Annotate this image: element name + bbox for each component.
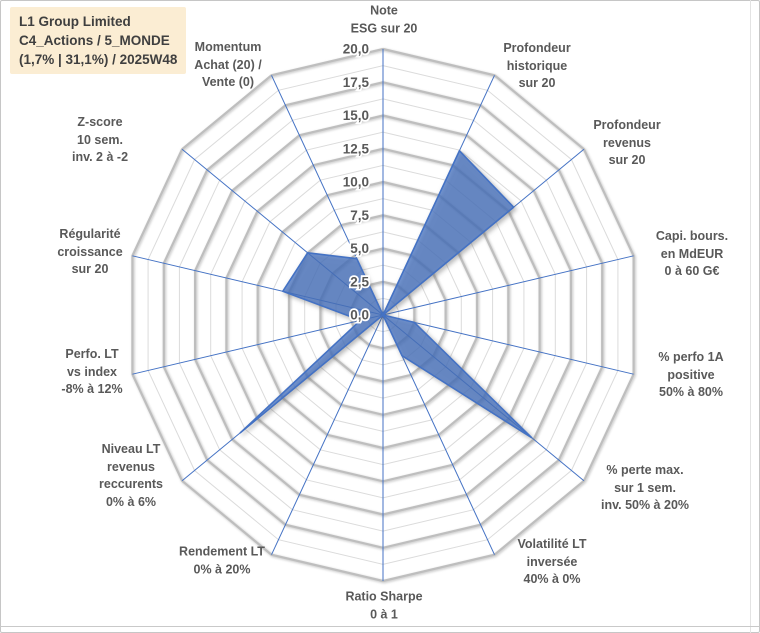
category-label: Capi. bours. en MdEUR 0 à 60 G€ bbox=[656, 228, 728, 281]
category-label-line: 40% à 0% bbox=[523, 571, 581, 586]
category-label: Rendement LT 0% à 20% bbox=[179, 544, 265, 579]
category-label: Momentum Achat (20) / Vente (0) bbox=[194, 39, 261, 92]
category-label: Note ESG sur 20 bbox=[351, 3, 418, 38]
info-line-2: C4_Actions / 5_MONDE bbox=[19, 33, 170, 48]
category-label: Niveau LT revenus reccurents 0% à 6% bbox=[99, 441, 163, 511]
category-label-line: % perfo 1A bbox=[658, 349, 724, 364]
category-label-line: positive bbox=[667, 367, 715, 382]
category-label: Régularité croissance sur 20 bbox=[57, 226, 122, 279]
data-series bbox=[239, 150, 533, 439]
category-label-line: Vente (0) bbox=[201, 74, 255, 89]
category-label-line: Régularité bbox=[59, 226, 121, 241]
radial-tick: 17,5 bbox=[343, 75, 370, 90]
category-label-line: inversée bbox=[526, 554, 578, 569]
category-label-line: Note bbox=[370, 3, 398, 18]
radial-tick: 20,0 bbox=[343, 42, 369, 57]
category-label-line: 0 à 60 G€ bbox=[664, 263, 720, 278]
radial-tick: 12,5 bbox=[343, 141, 370, 156]
category-label-line: -8% à 12% bbox=[61, 381, 123, 396]
radial-tick: 7,5 bbox=[350, 208, 369, 223]
category-label: Ratio Sharpe 0 à 1 bbox=[345, 589, 422, 624]
category-label-line: sur 20 bbox=[71, 261, 109, 276]
radial-tick: 0,0 bbox=[350, 308, 369, 323]
spreadsheet-gridline-horizontal bbox=[0, 626, 760, 627]
category-label-line: Niveau LT bbox=[101, 442, 161, 456]
category-label-line: 10 sem. bbox=[77, 132, 123, 147]
category-label-line: revenus bbox=[107, 459, 155, 474]
category-label: Profondeur revenus sur 20 bbox=[593, 117, 660, 170]
category-label: Profondeur historique sur 20 bbox=[503, 40, 570, 93]
category-label-line: Momentum bbox=[194, 39, 262, 54]
category-label-line: sur 20 bbox=[608, 152, 646, 167]
category-label-line: historique bbox=[506, 58, 568, 73]
category-label-line: Ratio Sharpe bbox=[345, 589, 423, 604]
category-label-line: reccurents bbox=[99, 477, 163, 491]
category-label: Perfo. LT vs index -8% à 12% bbox=[61, 346, 122, 399]
info-line-3: (1,7% | 31,1%) / 2025W48 bbox=[19, 52, 178, 67]
category-label-line: 0 à 1 bbox=[370, 607, 398, 621]
radial-tick: 2,5 bbox=[350, 274, 369, 289]
radial-tick: 10,0 bbox=[343, 175, 369, 190]
info-line-1: L1 Group Limited bbox=[19, 14, 131, 29]
radial-tick: 5,0 bbox=[350, 241, 369, 256]
category-label-line: Rendement LT bbox=[179, 544, 265, 559]
category-label-line: sur 1 sem. bbox=[614, 480, 676, 495]
category-label-line: Volatilité LT bbox=[517, 536, 587, 551]
category-label-line: Capi. bours. bbox=[655, 228, 729, 243]
category-label-line: Profondeur bbox=[503, 40, 571, 55]
spreadsheet-gridline-vertical bbox=[750, 0, 751, 633]
category-label-line: 0% à 20% bbox=[193, 562, 251, 576]
category-label-line: 0% à 6% bbox=[105, 494, 157, 509]
tick-labels: 20,0 17,5 15,0 12,5 10,0 7,5 5,0 2,5 0,0 bbox=[341, 40, 371, 325]
radial-tick: 15,0 bbox=[343, 108, 369, 123]
category-label-line: croissance bbox=[57, 244, 123, 259]
category-label: % perfo 1A positive 50% à 80% bbox=[658, 349, 723, 402]
category-label: Z-score 10 sem. inv. 2 à -2 bbox=[72, 114, 128, 167]
category-label-line: vs index bbox=[66, 364, 118, 379]
category-label: % perte max. sur 1 sem. inv. 50% à 20% bbox=[601, 462, 689, 515]
chart-info-box: L1 Group Limited C4_Actions / 5_MONDE (1… bbox=[10, 7, 187, 74]
category-label-line: Achat (20) / bbox=[194, 57, 262, 72]
category-label-line: inv. 50% à 20% bbox=[600, 497, 690, 512]
category-label: Volatilité LT inversée 40% à 0% bbox=[518, 536, 587, 589]
category-label-line: inv. 2 à -2 bbox=[71, 149, 129, 164]
category-label-line: Profondeur bbox=[593, 117, 661, 132]
category-label-line: 50% à 80% bbox=[659, 384, 723, 399]
category-label-line: ESG sur 20 bbox=[350, 21, 418, 35]
category-label-line: Perfo. LT bbox=[65, 346, 119, 361]
category-label-line: sur 20 bbox=[518, 75, 556, 90]
category-label-line: Z-score bbox=[77, 114, 123, 129]
category-label-line: % perte max. bbox=[606, 462, 684, 477]
category-label-line: en MdEUR bbox=[660, 246, 724, 261]
category-label-line: revenus bbox=[603, 135, 651, 150]
